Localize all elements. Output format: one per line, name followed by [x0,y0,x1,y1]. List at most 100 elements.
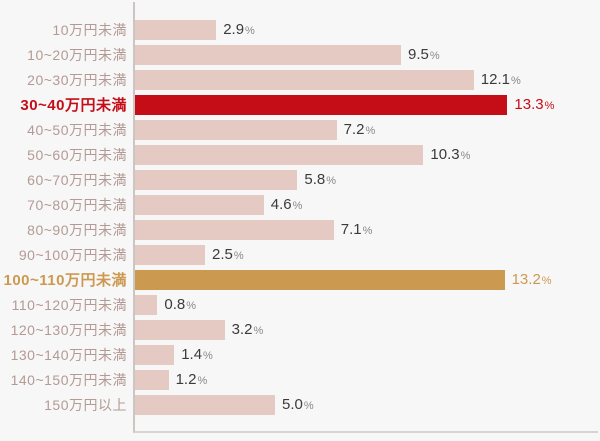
category-label: 30~40万円未満 [20,97,127,114]
category-label: 140~150万円未満 [10,371,127,388]
plot-frame [133,2,598,433]
chart-row: 60~70万円未満 5.8% [0,167,600,192]
value-label: 5.8% [304,171,336,188]
value-number: 13.2 [511,271,541,288]
percent-sign: % [233,250,244,262]
bar-area: 1.4% [135,344,600,365]
bar-area: 7.1% [135,219,600,240]
bar [135,369,169,390]
percent-sign: % [429,50,440,62]
category-label: 120~130万円未満 [10,321,127,338]
bar [135,219,334,240]
chart-row: 20~30万円未満 12.1% [0,67,600,92]
bar [135,169,298,190]
percent-sign: % [511,75,521,87]
chart-row: 10~20万円未満 9.5% [0,42,600,67]
chart-row: 110~120万円未満 0.8% [0,292,600,317]
value-label: 3.2% [232,321,264,338]
bar-area: 4.6% [135,194,600,215]
percent-sign: % [326,175,337,187]
percent-sign: % [253,325,264,337]
bar-area: 9.5% [135,44,600,65]
bar [135,269,505,290]
bar [135,319,225,340]
chart-row: 80~90万円未満 7.1% [0,217,600,242]
category-label: 90~100万円未満 [18,246,127,263]
bar [135,119,337,140]
category-label: 40~50万円未満 [27,121,127,138]
value-number: 7.1 [340,221,362,238]
bar [135,69,474,90]
bar [135,294,158,315]
category-label: 150万円以上 [44,396,127,413]
percent-sign: % [544,100,555,112]
value-label: 13.2% [512,271,552,288]
bar [135,344,175,365]
bar-area: 1.2% [135,369,600,390]
chart-row: 30~40万円未満 13.3% [0,92,600,117]
value-label: 1.4% [181,346,213,363]
bar [135,94,508,115]
category-label: 70~80万円未満 [27,196,127,213]
value-number: 5.8 [304,171,326,188]
percent-sign: % [303,400,314,412]
chart-row: 70~80万円未満 4.6% [0,192,600,217]
value-number: 4.6 [270,196,292,213]
value-number: 0.8 [164,296,186,313]
percent-sign: % [245,25,255,37]
chart-row: 130~140万円未満 1.4% [0,342,600,367]
bar-area: 3.2% [135,319,600,340]
value-number: 13.3 [514,96,544,113]
bar-area: 10.3% [135,144,600,165]
category-label: 50~60万円未満 [27,146,127,163]
value-number: 10.3 [430,146,460,163]
category-label: 80~90万円未満 [27,221,127,238]
value-number: 7.2 [343,121,365,138]
bar-area: 13.3% [135,94,600,115]
percent-sign: % [365,125,376,137]
bar-area: 2.9% [135,19,600,40]
category-label: 60~70万円未満 [27,171,127,188]
chart-row: 100~110万円未満 13.2% [0,267,600,292]
bar-area: 0.8% [135,294,600,315]
value-label: 13.3% [514,96,554,113]
category-label: 20~30万円未満 [27,71,127,88]
bar [135,244,205,265]
bar [135,44,401,65]
value-number: 2.5 [212,246,233,263]
category-label: 10~20万円未満 [27,46,127,63]
value-number: 9.5 [408,46,429,63]
value-number: 12.1 [480,71,510,88]
chart-row: 150万円以上 5.0% [0,392,600,417]
bar-area: 5.8% [135,169,600,190]
percent-sign: % [197,375,208,387]
bar [135,144,424,165]
bar [135,394,275,415]
bar-area: 13.2% [135,269,600,290]
chart-row: 10万円未満 2.9% [0,17,600,42]
value-label: 7.2% [344,121,376,138]
value-label: 5.0% [282,396,314,413]
value-label: 9.5% [408,46,440,63]
percent-sign: % [460,150,471,162]
value-number: 5.0 [282,396,303,413]
category-label: 110~120万円未満 [11,296,127,313]
value-label: 2.5% [212,246,244,263]
value-label: 12.1% [481,71,521,88]
category-label: 10万円未満 [52,21,127,38]
value-label: 7.1% [341,221,373,238]
value-label: 0.8% [164,296,196,313]
category-label: 130~140万円未満 [10,346,127,363]
value-number: 3.2 [231,321,253,338]
bar-area: 12.1% [135,69,600,90]
chart-row: 40~50万円未満 7.2% [0,117,600,142]
percent-sign: % [186,300,197,312]
bar-area: 2.5% [135,244,600,265]
percent-sign: % [362,225,373,237]
bar [135,19,217,40]
percent-sign: % [203,350,213,362]
chart-row: 50~60万円未満 10.3% [0,142,600,167]
value-number: 1.4 [181,346,203,363]
chart-row: 140~150万円未満 1.2% [0,367,600,392]
